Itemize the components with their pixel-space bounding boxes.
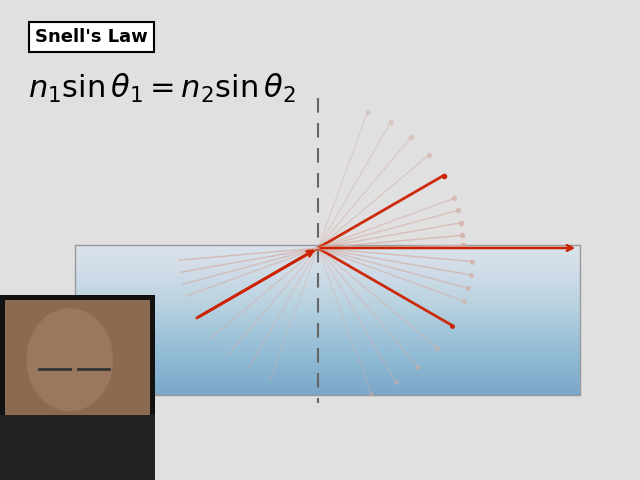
Bar <box>75 245 580 395</box>
Bar <box>5 300 150 430</box>
Text: Snell's Law: Snell's Law <box>35 28 148 46</box>
Ellipse shape <box>27 309 113 410</box>
Bar <box>0 295 155 480</box>
Text: $n_1 \sin\theta_1 = n_2 \sin\theta_2$: $n_1 \sin\theta_1 = n_2 \sin\theta_2$ <box>28 72 296 105</box>
Bar <box>0 415 155 480</box>
